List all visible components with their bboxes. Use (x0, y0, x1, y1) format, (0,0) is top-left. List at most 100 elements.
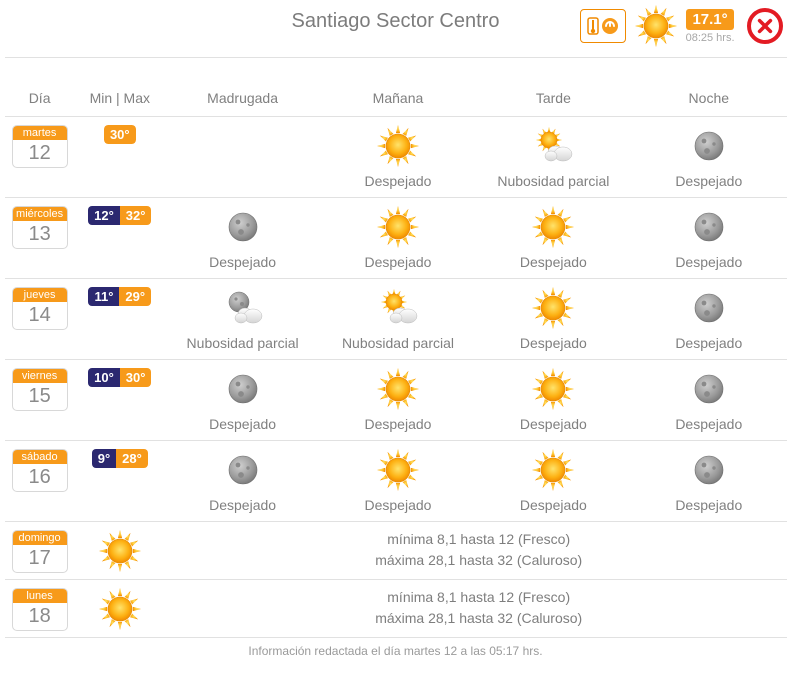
summary-row: domingo 17 mínima 8,1 hasta 12 (Fresco)m… (5, 522, 787, 580)
forecast-cell-dawn (165, 117, 320, 198)
weather-label: Despejado (480, 416, 627, 432)
weather-label: Despejado (635, 416, 782, 432)
weather-label: Despejado (324, 254, 471, 270)
forecast-cell-dawn: Despejado (165, 360, 320, 441)
temp-min: 12° (88, 206, 120, 225)
forecast-cell-afternoon: Despejado (476, 198, 631, 279)
weather-icon (480, 123, 627, 169)
weather-label: Despejado (480, 335, 627, 351)
weather-icon (169, 285, 316, 331)
close-icon (756, 17, 774, 35)
weather-label: Nubosidad parcial (324, 335, 471, 351)
weather-label: Despejado (324, 497, 471, 513)
day-of-week: viernes (13, 369, 67, 383)
weather-icon (169, 123, 316, 169)
current-temp: 17.1° (686, 9, 733, 30)
temp-max: 32° (120, 206, 152, 225)
day-number: 13 (13, 221, 67, 248)
col-morning: Mañana (320, 84, 475, 117)
col-minmax: Min | Max (75, 84, 165, 117)
weather-icon (480, 204, 627, 250)
day-chip[interactable]: miércoles 13 (12, 206, 68, 249)
weather-label: Despejado (635, 497, 782, 513)
weather-label: Despejado (635, 254, 782, 270)
weather-icon (480, 366, 627, 412)
minmax-badge: 12°32° (88, 206, 151, 225)
forecast-cell-night: Despejado (631, 198, 786, 279)
header: Santiago Sector Centro 17.1° 08:25 hrs. (5, 0, 787, 58)
forecast-cell-morning: Despejado (320, 117, 475, 198)
forecast-cell-dawn: Nubosidad parcial (165, 279, 320, 360)
day-chip[interactable]: domingo 17 (12, 530, 68, 573)
forecast-cell-afternoon: Despejado (476, 360, 631, 441)
day-chip[interactable]: martes 12 (12, 125, 68, 168)
day-chip[interactable]: sábado 16 (12, 449, 68, 492)
forecast-cell-afternoon: Despejado (476, 279, 631, 360)
weather-icon (169, 447, 316, 493)
col-day: Día (5, 84, 75, 117)
weather-icon (324, 123, 471, 169)
weather-icon (324, 285, 471, 331)
day-number: 18 (13, 603, 67, 630)
temp-min: 11° (88, 287, 119, 306)
day-number: 12 (13, 140, 67, 167)
day-number: 15 (13, 383, 67, 410)
forecast-cell-night: Despejado (631, 441, 786, 522)
weather-icon (480, 285, 627, 331)
forecast-row: jueves 14 11°29° Nubosidad parcial Nubos… (5, 279, 787, 360)
weather-icon (324, 366, 471, 412)
forecast-cell-morning: Despejado (320, 441, 475, 522)
forecast-cell-dawn: Despejado (165, 198, 320, 279)
weather-label: Despejado (635, 173, 782, 189)
day-number: 16 (13, 464, 67, 491)
temp-min: 10° (88, 368, 120, 387)
day-chip[interactable]: jueves 14 (12, 287, 68, 330)
weather-icon (635, 285, 782, 331)
footer-note: Información redactada el día martes 12 a… (5, 644, 787, 658)
forecast-cell-afternoon: Despejado (476, 441, 631, 522)
forecast-row: miércoles 13 12°32° Despejado Despejado … (5, 198, 787, 279)
day-of-week: domingo (13, 531, 67, 545)
temp-min: 9° (92, 449, 116, 468)
minmax-badge: 11°29° (88, 287, 151, 306)
day-chip[interactable]: lunes 18 (12, 588, 68, 631)
weather-label: Despejado (635, 335, 782, 351)
weather-icon (324, 447, 471, 493)
header-controls: 17.1° 08:25 hrs. (580, 4, 783, 48)
thermometer-icon[interactable] (580, 9, 626, 43)
forecast-cell-afternoon: Nubosidad parcial (476, 117, 631, 198)
col-dawn: Madrugada (165, 84, 320, 117)
weather-label: Despejado (480, 254, 627, 270)
day-of-week: jueves (13, 288, 67, 302)
forecast-cell-night: Despejado (631, 117, 786, 198)
weather-label: Despejado (169, 416, 316, 432)
weather-label: Nubosidad parcial (480, 173, 627, 189)
summary-row: lunes 18 mínima 8,1 hasta 12 (Fresco)máx… (5, 580, 787, 638)
current-temp-block: 17.1° 08:25 hrs. (686, 9, 735, 44)
current-weather-icon (634, 4, 678, 48)
weather-icon (79, 530, 161, 572)
forecast-cell-morning: Nubosidad parcial (320, 279, 475, 360)
day-of-week: martes (13, 126, 67, 140)
day-of-week: miércoles (13, 207, 67, 221)
col-afternoon: Tarde (476, 84, 631, 117)
weather-label: Despejado (169, 497, 316, 513)
current-time: 08:25 hrs. (686, 32, 735, 44)
weather-icon (635, 123, 782, 169)
minmax-badge: 30° (104, 125, 136, 144)
weather-label: Despejado (324, 173, 471, 189)
weather-icon (324, 204, 471, 250)
day-number: 14 (13, 302, 67, 329)
minmax-badge: 9°28° (92, 449, 148, 468)
forecast-row: viernes 15 10°30° Despejado Despejado De… (5, 360, 787, 441)
day-chip[interactable]: viernes 15 (12, 368, 68, 411)
temp-max: 28° (116, 449, 148, 468)
weather-label: Despejado (324, 416, 471, 432)
weather-icon (169, 366, 316, 412)
close-button[interactable] (747, 8, 783, 44)
table-header-row: Día Min | Max Madrugada Mañana Tarde Noc… (5, 84, 787, 117)
weather-icon (635, 204, 782, 250)
forecast-cell-morning: Despejado (320, 360, 475, 441)
minmax-badge: 10°30° (88, 368, 151, 387)
temp-max: 30° (120, 368, 152, 387)
